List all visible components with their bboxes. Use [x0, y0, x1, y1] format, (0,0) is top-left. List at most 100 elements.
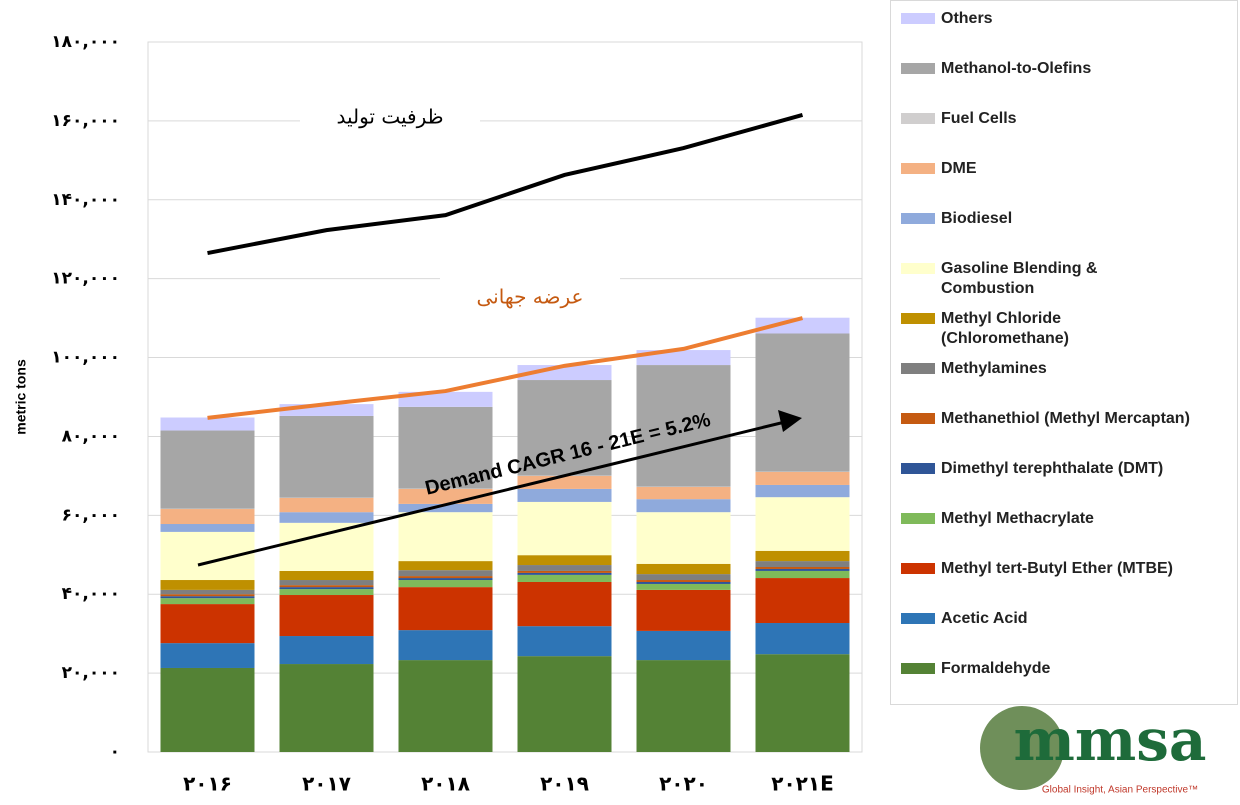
legend-item: Methyl tert-Butyl Ether (MTBE) [901, 559, 1191, 579]
legend-item: DME [901, 159, 1191, 179]
bar-segment [161, 596, 255, 598]
logo: mmsa Global Insight, Asian Perspective™ [980, 706, 1206, 796]
y-tick-label: ۶۰,۰۰۰ [62, 505, 120, 525]
bar-segment [161, 668, 255, 752]
bar-segment [637, 487, 731, 499]
legend-label: Formaldehyde [941, 659, 1050, 679]
legend-label: Methyl Methacrylate [941, 509, 1094, 529]
legend-swatch [901, 513, 935, 524]
legend-swatch [901, 163, 935, 174]
legend-item: Biodiesel [901, 209, 1191, 229]
bar-segment [756, 569, 850, 571]
bar-segment [161, 604, 255, 643]
bar-segment [161, 643, 255, 668]
bar-segment [637, 631, 731, 660]
bar-segment [399, 587, 493, 630]
legend-item: Methanethiol (Methyl Mercaptan) [901, 409, 1191, 429]
legend-label: Biodiesel [941, 209, 1012, 229]
bar-segment [756, 472, 850, 485]
bar-segment [518, 555, 612, 565]
bar-segment [399, 578, 493, 580]
bar-segment [280, 636, 374, 664]
x-tick-label: ۲۰۱۸ [421, 772, 470, 796]
bar-segment [161, 580, 255, 590]
legend-item: Methanol-to-Olefins [901, 59, 1191, 79]
line-series [208, 115, 803, 253]
bar-segment [161, 590, 255, 594]
bar-segment [280, 664, 374, 752]
legend-label: Gasoline Blending & Combustion [941, 259, 1191, 299]
y-tick-label: ۱۰۰,۰۰۰ [51, 348, 120, 368]
legend-label: Methanol-to-Olefins [941, 59, 1091, 79]
legend-swatch [901, 113, 935, 124]
bar-segment [756, 654, 850, 752]
y-axis-label: metric tons [13, 359, 29, 435]
grid [148, 42, 862, 673]
legend-item: Acetic Acid [901, 609, 1191, 629]
legend-label: Acetic Acid [941, 609, 1028, 629]
legend-label: Others [941, 9, 993, 29]
bar-segment [280, 512, 374, 523]
legend-swatch [901, 213, 935, 224]
bar-segment [756, 485, 850, 497]
legend-item: Gasoline Blending & Combustion [901, 259, 1191, 299]
legend-label: Methanethiol (Methyl Mercaptan) [941, 409, 1190, 429]
bar-segment [756, 623, 850, 654]
bar-segment [161, 509, 255, 524]
bar-segment [280, 589, 374, 595]
legend-label: Methyl tert-Butyl Ether (MTBE) [941, 559, 1173, 579]
bar-segment [756, 567, 850, 569]
bar-segment [399, 660, 493, 752]
legend-item: Methyl Methacrylate [901, 509, 1191, 529]
x-tick-label: ۲۰۱۹ [540, 772, 589, 796]
legend-swatch [901, 313, 935, 324]
line-label: ظرفیت تولید [336, 105, 443, 129]
bar-segment [518, 575, 612, 582]
legend-item: Formaldehyde [901, 659, 1191, 679]
legend-label: DME [941, 159, 977, 179]
bar-segment [518, 582, 612, 626]
legend-swatch [901, 263, 935, 274]
bar-segment [637, 590, 731, 631]
line-label: عرضه جهانی [477, 285, 584, 309]
bar-segment [637, 574, 731, 580]
logo-text: mmsa [1014, 706, 1207, 774]
bar-segment [280, 416, 374, 498]
bar-segment [756, 571, 850, 578]
bar-segment [399, 512, 493, 561]
legend-swatch [901, 13, 935, 24]
bar-segment [756, 551, 850, 561]
bar-segment [399, 576, 493, 578]
bar-segment [399, 630, 493, 660]
legend-item: Methyl Chloride (Chloromethane) [901, 309, 1191, 349]
bar-segment [637, 660, 731, 752]
bar-segment [280, 580, 374, 585]
bar-segment [637, 499, 731, 512]
bar-segment [280, 585, 374, 587]
x-tick-label: ۲۰۲۱E [771, 772, 834, 796]
bar-segment [518, 573, 612, 575]
bar-segment [161, 598, 255, 604]
bar-segment [161, 418, 255, 431]
bar-segment [637, 584, 731, 590]
legend-label: Methyl Chloride (Chloromethane) [941, 309, 1191, 349]
bar-segment [637, 512, 731, 564]
legend-swatch [901, 63, 935, 74]
legend-item: Dimethyl terephthalate (DMT) [901, 459, 1191, 479]
bar-segment [637, 580, 731, 582]
legend-item: Others [901, 9, 1191, 29]
y-tick-label: ۱۸۰,۰۰۰ [51, 32, 120, 52]
bar-segment [161, 594, 255, 596]
bar-segment [518, 656, 612, 752]
y-tick-label: ۸۰,۰۰۰ [62, 426, 120, 446]
y-tick-label: ۱۴۰,۰۰۰ [51, 190, 120, 210]
x-tick-label: ۲۰۱۶ [183, 772, 232, 796]
bar-segment [756, 333, 850, 471]
bar-segment [161, 431, 255, 509]
bar-segment [280, 595, 374, 636]
bar-segment [280, 523, 374, 571]
y-tick-label: ۲۰,۰۰۰ [62, 663, 120, 683]
bar-segment [399, 561, 493, 570]
bar-segment [756, 578, 850, 623]
bar-segment [399, 580, 493, 587]
